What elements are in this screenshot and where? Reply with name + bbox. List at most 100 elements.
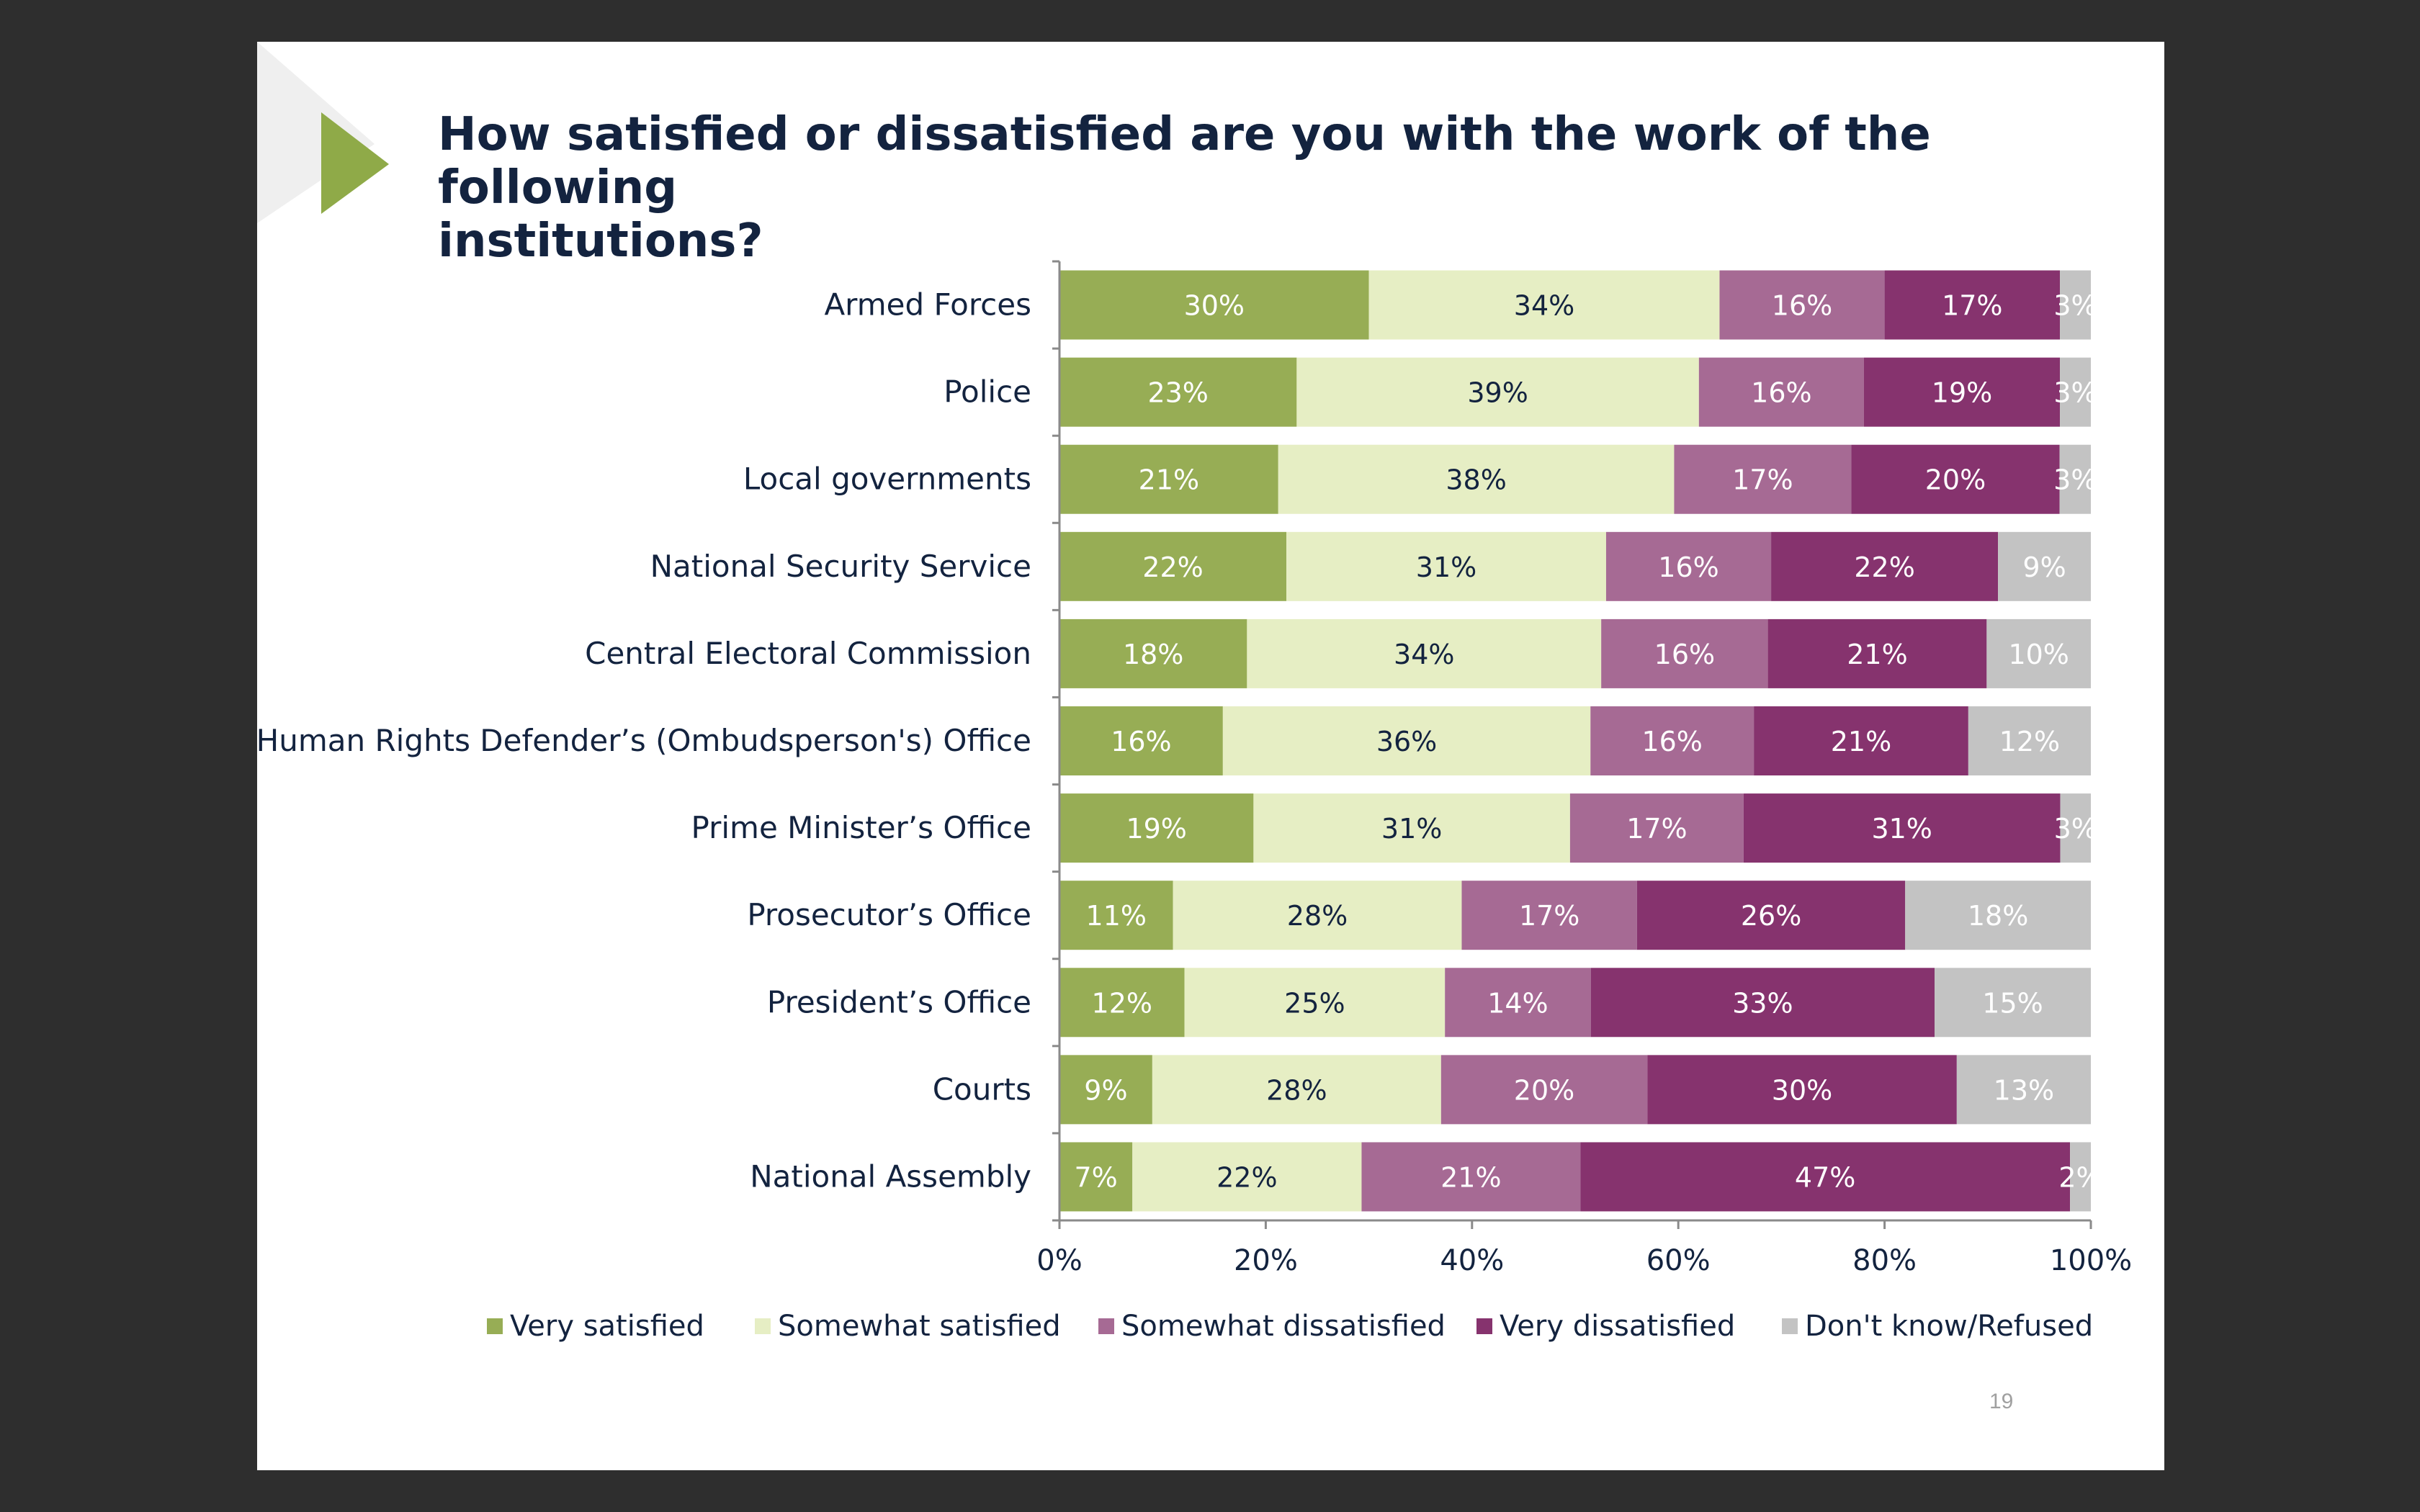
data-label: 18% bbox=[1123, 639, 1183, 670]
data-label: 47% bbox=[1795, 1161, 1855, 1193]
bar-segment bbox=[1059, 531, 1287, 601]
bar-segment bbox=[1286, 531, 1606, 601]
bar-segment bbox=[1605, 531, 1772, 601]
data-label: 31% bbox=[1381, 813, 1442, 845]
data-label: 12% bbox=[1999, 726, 2060, 757]
data-label: 19% bbox=[1126, 813, 1186, 845]
bar-segment bbox=[2060, 357, 2091, 427]
bar-segment bbox=[1059, 881, 1173, 950]
bar-segment bbox=[1851, 444, 2060, 514]
bar-segment bbox=[1743, 793, 2061, 863]
bar-segment bbox=[1296, 357, 1699, 427]
data-label: 3% bbox=[2053, 377, 2097, 409]
bar-segment bbox=[2059, 444, 2091, 514]
category-label: Armed Forces bbox=[824, 287, 1031, 323]
data-label: 28% bbox=[1266, 1074, 1327, 1106]
data-label: 3% bbox=[2053, 290, 2097, 322]
bar-segment bbox=[1059, 1142, 1133, 1212]
x-tick-label: 40% bbox=[1440, 1244, 1504, 1277]
bar-segment bbox=[1754, 706, 1968, 775]
bar-segment bbox=[2060, 793, 2091, 863]
legend-label: Somewhat dissatisfied bbox=[1121, 1310, 1446, 1343]
x-tick-label: 20% bbox=[1234, 1244, 1298, 1277]
data-label: 16% bbox=[1111, 726, 1171, 757]
data-label: 16% bbox=[1772, 290, 1832, 322]
bar-segment bbox=[1905, 881, 2091, 950]
bar-segment bbox=[1059, 793, 1254, 863]
data-label: 23% bbox=[1147, 377, 1208, 409]
x-tick-label: 0% bbox=[1036, 1244, 1082, 1277]
legend-label: Very dissatisfied bbox=[1500, 1310, 1735, 1343]
data-label: 34% bbox=[1514, 290, 1574, 322]
bar-segment bbox=[1771, 531, 1999, 601]
page-number: 19 bbox=[1989, 1390, 2014, 1413]
legend-label: Don't know/Refused bbox=[1805, 1310, 2093, 1343]
data-label: 31% bbox=[1871, 813, 1932, 845]
data-label: 36% bbox=[1376, 726, 1437, 757]
bar-segment bbox=[1767, 618, 1987, 688]
data-label: 28% bbox=[1287, 900, 1348, 932]
data-label: 39% bbox=[1467, 377, 1528, 409]
data-label: 16% bbox=[1641, 726, 1702, 757]
data-label: 21% bbox=[1440, 1161, 1501, 1193]
data-label: 2% bbox=[2058, 1161, 2102, 1193]
bar-segment bbox=[1601, 618, 1768, 688]
bar-segment bbox=[1278, 444, 1675, 514]
data-label: 17% bbox=[1942, 290, 2002, 322]
data-label: 30% bbox=[1772, 1074, 1832, 1106]
data-label: 17% bbox=[1519, 900, 1579, 932]
data-label: 21% bbox=[1847, 639, 1907, 670]
bar-segment bbox=[1152, 1055, 1441, 1125]
data-label: 12% bbox=[1092, 987, 1152, 1019]
data-label: 22% bbox=[1854, 552, 1914, 583]
bar-segment bbox=[1461, 881, 1637, 950]
slide-corner-decoration bbox=[257, 42, 375, 223]
data-label: 3% bbox=[2053, 464, 2097, 496]
category-label: National Assembly bbox=[750, 1158, 1031, 1194]
bar-segment bbox=[1059, 1055, 1152, 1125]
bar-segment bbox=[1059, 444, 1278, 514]
category-label: Prime Minister’s Office bbox=[691, 810, 1031, 845]
legend: Very satisfied Somewhat satisfied Somewhat… bbox=[487, 1310, 2093, 1343]
bar-segment bbox=[1986, 618, 2091, 688]
data-label: 10% bbox=[2008, 639, 2069, 670]
category-label: Local governments bbox=[743, 462, 1031, 497]
x-tick-label: 100% bbox=[2050, 1244, 2132, 1277]
bar-segment bbox=[1569, 793, 1744, 863]
bar-segment bbox=[1884, 270, 2061, 340]
data-label: 20% bbox=[1925, 464, 1986, 496]
bar-segment bbox=[1590, 706, 1754, 775]
data-label: 9% bbox=[2022, 552, 2066, 583]
bar-segment bbox=[1935, 968, 2091, 1038]
chart-title: How satisfied or dissatisfied are you wi… bbox=[438, 108, 2094, 268]
bar-segment bbox=[1059, 618, 1247, 688]
bar-segment bbox=[1998, 531, 2091, 601]
data-label: 30% bbox=[1184, 290, 1245, 322]
bar-segment bbox=[1440, 1055, 1648, 1125]
category-label: Prosecutor’s Office bbox=[747, 897, 1031, 932]
bar-segment bbox=[1863, 357, 2061, 427]
data-label: 38% bbox=[1446, 464, 1506, 496]
bar-segment bbox=[1719, 270, 1885, 340]
bar-segment bbox=[1059, 706, 1223, 775]
axes-group: Armed Forces Police Local governments Natio… bbox=[256, 260, 2132, 1277]
chart-title-line-2: institutions? bbox=[438, 215, 763, 268]
data-label: 14% bbox=[1487, 987, 1548, 1019]
bar-segment bbox=[1580, 1142, 2071, 1212]
data-label: 34% bbox=[1394, 639, 1454, 670]
data-label: 16% bbox=[1751, 377, 1811, 409]
data-label: 13% bbox=[1994, 1074, 2054, 1106]
data-label: 19% bbox=[1932, 377, 1992, 409]
chart-title-line-1: How satisfied or dissatisfied are you wi… bbox=[438, 108, 1931, 215]
bar-segment bbox=[1674, 444, 1852, 514]
data-label: 11% bbox=[1086, 900, 1147, 932]
legend-swatch bbox=[487, 1318, 503, 1334]
data-label: 21% bbox=[1139, 464, 1199, 496]
bar-segment bbox=[1222, 706, 1591, 775]
bar-segment bbox=[1247, 618, 1602, 688]
legend-label: Very satisfied bbox=[510, 1310, 704, 1343]
bar-segment bbox=[1956, 1055, 2091, 1125]
data-label: 26% bbox=[1741, 900, 1801, 932]
bar-segment bbox=[1361, 1142, 1581, 1212]
data-label: 21% bbox=[1831, 726, 1891, 757]
